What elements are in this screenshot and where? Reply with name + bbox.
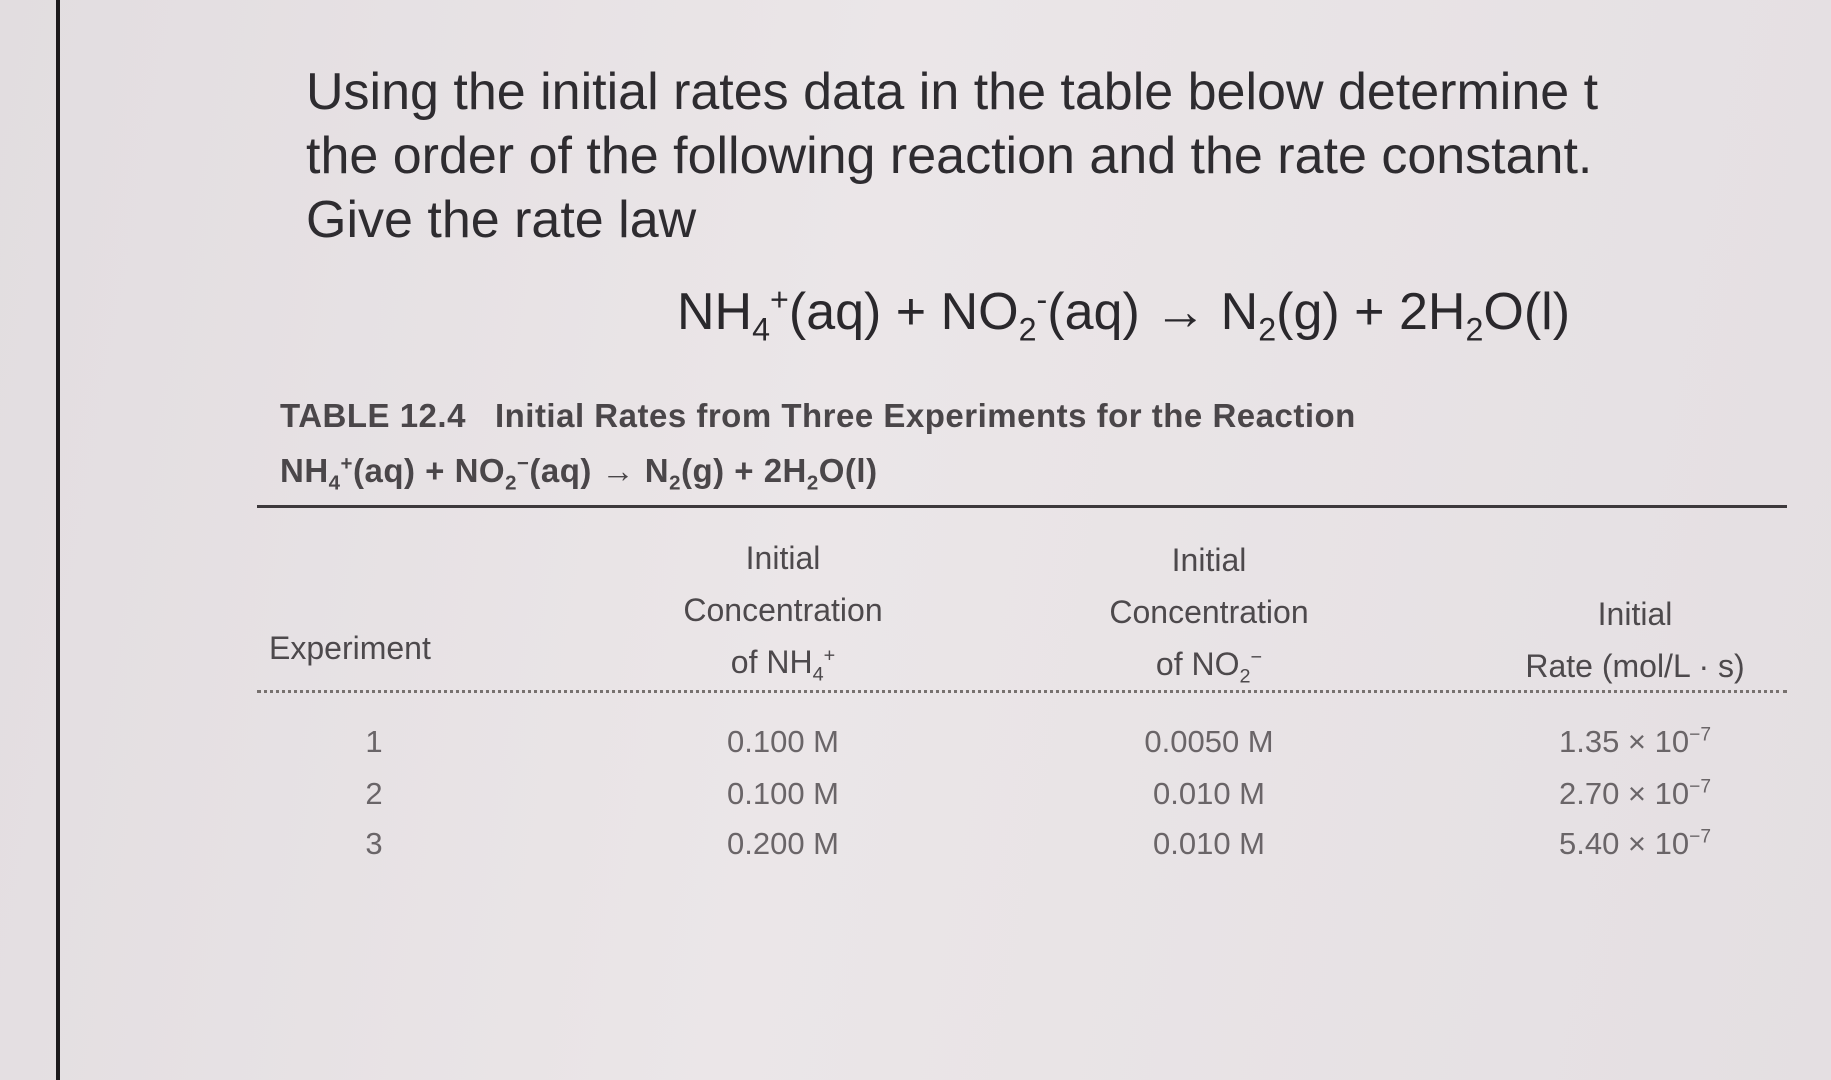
eq-text: (aq) + NO — [788, 283, 1019, 341]
table-cell: 2 — [365, 776, 383, 811]
table-cell: 3 — [365, 826, 383, 861]
question-line: Give the rate law — [306, 191, 697, 249]
table-cell: 0.100 M — [726, 776, 840, 811]
eq-sub: 2 — [1465, 311, 1484, 348]
eq-sub: 2 — [1258, 311, 1277, 348]
margin-line — [56, 0, 60, 1080]
table-cell: 0.0050 M — [1144, 724, 1274, 759]
eq-text: (g) + 2H — [1276, 283, 1466, 341]
header-text: of NH — [730, 644, 813, 680]
header-line: of NO2− — [1059, 638, 1359, 690]
eq-text: (aq) → N — [1047, 283, 1259, 341]
eq-text: NH — [280, 452, 329, 489]
eq-text: (g) + 2H — [680, 452, 807, 489]
rate-exponent: −7 — [1689, 724, 1712, 746]
header-sup: − — [1250, 646, 1263, 669]
rate-mantissa: 5.40 × 10 — [1558, 826, 1690, 861]
header-cell: Experiment — [269, 630, 431, 666]
table-cell: 0.100 M — [726, 724, 840, 759]
header-text: of NO — [1155, 646, 1240, 682]
eq-text: O(l) — [818, 452, 878, 489]
header-line: Initial — [1171, 542, 1247, 578]
eq-sup: + — [770, 281, 789, 318]
eq-sub: 2 — [505, 471, 517, 495]
header-sub: 4 — [812, 663, 824, 686]
eq-sub: 4 — [752, 311, 771, 348]
table-title: Initial Rates from Three Experiments for… — [494, 397, 1356, 434]
header-line: Rate (mol/L · s) — [1525, 648, 1745, 684]
eq-sup: + — [340, 452, 353, 475]
eq-text: (aq) → N — [529, 452, 670, 489]
header-rule — [257, 690, 1787, 693]
equation: NH4+(aq) + NO2-(aq) → N2(g) + 2H2O(l) — [677, 281, 1571, 346]
header-line: Concentration — [1109, 594, 1309, 630]
question-line: Using the initial rates data in the tabl… — [306, 63, 1599, 121]
eq-text: NH — [677, 283, 753, 341]
table-cell: 1.35 × 10−7 — [1559, 724, 1711, 760]
header-cell: Initial Concentration of NO2− — [1059, 534, 1359, 690]
table-cell: 1 — [365, 724, 383, 759]
table-cell: 2.70 × 10−7 — [1559, 776, 1711, 812]
eq-text: (aq) + NO — [352, 452, 506, 489]
eq-sub: 2 — [1018, 311, 1037, 348]
table-cell: 0.010 M — [1152, 826, 1266, 861]
rate-mantissa: 1.35 × 10 — [1558, 724, 1690, 759]
header-line: Initial — [745, 540, 821, 576]
eq-sup: - — [1036, 281, 1048, 318]
table-caption: TABLE 12.4 Initial Rates from Three Expe… — [280, 397, 1356, 435]
header-sup: + — [823, 644, 836, 667]
table-cell: 5.40 × 10−7 — [1559, 826, 1711, 862]
header-cell: Initial Concentration of NH4+ — [633, 532, 933, 688]
eq-sub: 4 — [328, 471, 341, 495]
header-sub: 2 — [1239, 665, 1251, 688]
header-line: Concentration — [683, 592, 883, 628]
table-cell: 0.010 M — [1152, 776, 1266, 811]
table-top-rule — [257, 505, 1787, 508]
table-label: TABLE 12.4 — [280, 397, 466, 434]
table-reaction: NH4+(aq) + NO2−(aq) → N2(g) + 2H2O(l) — [280, 452, 878, 493]
header-line: Initial — [1597, 596, 1673, 632]
rate-exponent: −7 — [1689, 826, 1712, 848]
eq-text: O(l) — [1483, 283, 1571, 341]
rate-exponent: −7 — [1689, 776, 1712, 798]
rate-mantissa: 2.70 × 10 — [1558, 776, 1690, 811]
question-line: the order of the following reaction and … — [306, 127, 1593, 185]
table-cell: 0.200 M — [726, 826, 840, 861]
eq-sub: 2 — [669, 471, 681, 495]
header-line: of NH4+ — [633, 636, 933, 688]
eq-sub: 2 — [806, 471, 819, 495]
eq-sup: − — [516, 452, 530, 475]
header-cell: Initial Rate (mol/L · s) — [1460, 588, 1810, 692]
